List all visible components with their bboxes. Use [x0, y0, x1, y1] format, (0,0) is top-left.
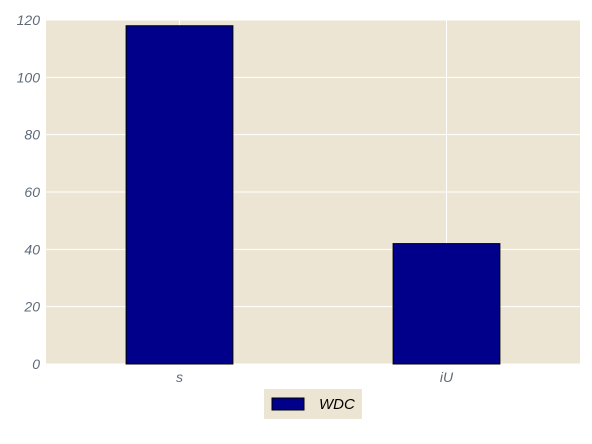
legend: WDC [264, 389, 362, 419]
x-tick-label: iU [440, 369, 454, 385]
x-tick-label: s [176, 369, 183, 385]
y-axis: 0 20 40 60 80 100 120 [17, 12, 41, 372]
x-axis: s iU [176, 369, 454, 385]
y-tick-label: 60 [24, 184, 40, 200]
bar-s[interactable] [125, 25, 234, 365]
bar-iU[interactable] [392, 243, 501, 365]
legend-swatch [271, 397, 305, 411]
y-tick-label: 100 [17, 69, 41, 85]
y-tick-label: 120 [17, 12, 41, 28]
bars [125, 25, 501, 365]
y-tick-label: 80 [24, 127, 40, 143]
legend-label: WDC [319, 396, 355, 413]
y-tick-label: 0 [32, 356, 40, 372]
y-tick-label: 40 [24, 241, 40, 257]
y-tick-label: 20 [23, 299, 40, 315]
